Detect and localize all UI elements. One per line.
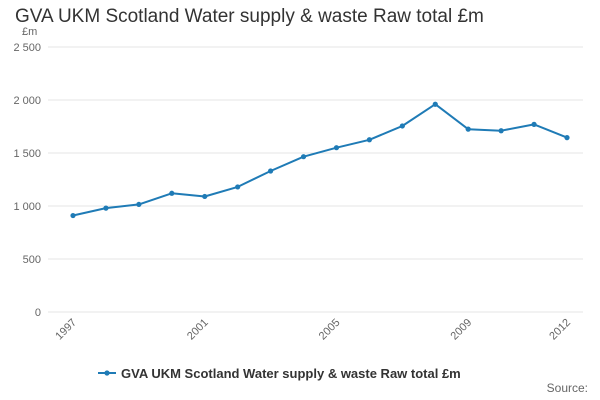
data-point-2012[interactable] (564, 135, 570, 141)
x-tick-label: 1997 (53, 317, 79, 343)
y-tick-label: 2 000 (13, 95, 41, 107)
series-layer (70, 101, 570, 219)
x-tick-label: 2009 (449, 317, 475, 343)
grid-lines (48, 46, 583, 313)
data-point-2010[interactable] (498, 128, 504, 134)
y-tick-label: 0 (35, 307, 41, 319)
x-tick-label: 2001 (185, 317, 211, 343)
data-point-2008[interactable] (432, 101, 438, 107)
data-point-2007[interactable] (399, 123, 405, 129)
legend-label: GVA UKM Scotland Water supply & waste Ra… (121, 366, 461, 381)
legend-point-marker (104, 370, 110, 376)
data-point-1999[interactable] (136, 201, 142, 208)
data-point-2011[interactable] (531, 121, 537, 127)
x-axis-tick-labels: 1997 2001 2005 2009 2012 (53, 317, 573, 343)
data-point-2006[interactable] (366, 137, 372, 143)
data-point-2002[interactable] (235, 184, 241, 190)
data-point-1997[interactable] (70, 212, 76, 219)
y-axis-unit-label: £m (22, 26, 37, 38)
data-point-2000[interactable] (169, 190, 175, 196)
legend[interactable]: GVA UKM Scotland Water supply & waste Ra… (98, 366, 461, 381)
data-point-2009[interactable] (465, 126, 471, 132)
y-tick-label: 500 (23, 254, 41, 266)
data-point-1998[interactable] (103, 205, 109, 211)
data-point-2001[interactable] (202, 193, 208, 200)
data-point-2003[interactable] (268, 168, 274, 174)
y-tick-label: 1 000 (13, 201, 41, 213)
x-tick-label: 2012 (547, 317, 573, 343)
y-axis-tick-labels: 0 500 1 000 1 500 2 000 2 500 (13, 42, 41, 319)
y-tick-label: 1 500 (13, 148, 41, 160)
data-point-2004[interactable] (300, 154, 307, 160)
x-tick-label: 2005 (317, 317, 343, 343)
y-tick-label: 2 500 (13, 42, 41, 54)
series-line (72, 103, 568, 217)
source-label: Source: (546, 381, 588, 395)
data-point-2005[interactable] (333, 145, 340, 151)
chart-title: GVA UKM Scotland Water supply & waste Ra… (15, 6, 484, 27)
